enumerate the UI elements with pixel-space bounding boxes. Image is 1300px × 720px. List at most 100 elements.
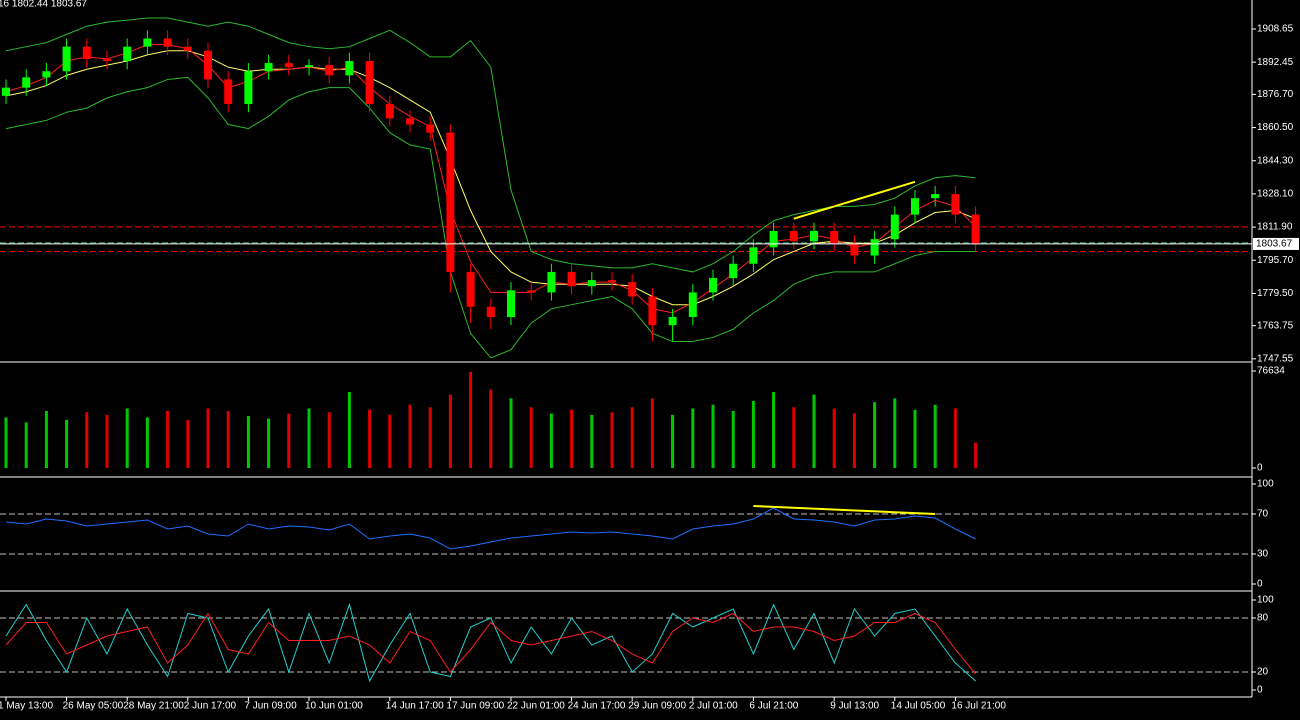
candle-body [426, 124, 435, 133]
y-tick-label: 1860.50 [1257, 122, 1294, 133]
y-tick-label: 1763.75 [1257, 320, 1294, 331]
candle-body [648, 296, 657, 326]
volume-bar [953, 408, 957, 468]
volume-bar [731, 411, 735, 468]
volume-bar [347, 392, 351, 468]
x-tick-label: 14 Jun 17:00 [386, 701, 444, 712]
y-tick-label: 76634 [1257, 366, 1285, 377]
volume-bar [408, 404, 412, 468]
volume-bar [388, 414, 392, 468]
x-tick-label: 28 May 21:00 [123, 701, 184, 712]
volume-bar [630, 407, 634, 468]
trendline [753, 505, 936, 515]
volume-bar [24, 422, 28, 468]
volume-bar [489, 389, 493, 468]
candle-body [42, 71, 51, 78]
candle-body [163, 38, 172, 47]
candle-body [2, 87, 10, 96]
candle-body [971, 214, 980, 244]
y-tick-label: 1892.45 [1257, 57, 1294, 68]
candle-body [224, 79, 233, 105]
volume-bar [469, 371, 473, 468]
candle-body [587, 280, 596, 287]
volume-bar [549, 413, 553, 468]
candle-body [22, 77, 31, 88]
volume-bar [691, 408, 695, 468]
volume-bar [529, 407, 533, 468]
volume-bar [166, 411, 170, 468]
y-tick-label: 0 [1257, 463, 1263, 474]
candle-body [385, 104, 394, 119]
candle-body [446, 132, 455, 272]
x-tick-label: 17 Jun 09:00 [446, 701, 504, 712]
volume-bar [933, 404, 937, 468]
volume-bar [307, 408, 311, 468]
y-tick-label: 80 [1257, 613, 1269, 624]
current-price-box [1253, 237, 1299, 250]
x-tick-label: 2 Jul 01:00 [689, 701, 738, 712]
volume-bar [974, 442, 978, 468]
volume-bar [832, 408, 836, 468]
x-tick-label: 29 Jun 09:00 [628, 701, 686, 712]
volume-bar [852, 413, 856, 468]
y-tick-label: 1795.70 [1257, 255, 1294, 266]
candle-body [527, 290, 536, 293]
trendline [793, 180, 916, 220]
volume-bar [105, 414, 109, 468]
x-tick-label: 10 Jun 01:00 [305, 701, 363, 712]
volume-bar [448, 394, 452, 468]
candle-body [547, 271, 556, 293]
volume-bar [913, 409, 917, 468]
candle-body [466, 271, 475, 307]
candle-body [769, 230, 778, 248]
candle-body [284, 63, 293, 68]
symbol-header: 16 1802.44 1803.67 [0, 0, 87, 10]
volume-bar [267, 418, 271, 468]
volume-bar [792, 407, 796, 468]
candle-body [628, 282, 637, 297]
candle-body [82, 46, 91, 59]
oscillator-line [5, 602, 976, 683]
volume-bar [4, 417, 8, 468]
candle-body [325, 65, 334, 76]
oscillator-line [5, 507, 976, 550]
volume-bar [570, 409, 574, 468]
y-tick-label: 20 [1257, 667, 1269, 678]
x-tick-label: 1 May 13:00 [0, 701, 53, 712]
candle-body [789, 230, 798, 242]
candle-body [345, 61, 354, 76]
y-tick-label: 1779.50 [1257, 288, 1294, 299]
y-tick-label: 30 [1257, 549, 1269, 560]
candle-body [911, 198, 919, 215]
y-tick-label: 1811.90 [1257, 222, 1293, 233]
volume-bar [287, 413, 291, 468]
indicator-line [5, 76, 976, 359]
candle-body [62, 46, 71, 72]
volume-bar [65, 419, 69, 468]
candle-body [688, 292, 697, 317]
y-tick-label: 100 [1257, 479, 1274, 490]
y-tick-label: 1844.30 [1257, 155, 1294, 166]
volume-bar [751, 400, 755, 468]
candle-body [830, 230, 839, 244]
y-tick-label: 1828.10 [1257, 189, 1294, 200]
x-tick-label: 22 Jun 01:00 [507, 701, 565, 712]
volume-bar [145, 417, 149, 468]
y-tick-label: 1908.65 [1257, 24, 1294, 35]
candle-body [305, 65, 313, 68]
candle-body [668, 316, 677, 326]
y-tick-label: 0 [1257, 685, 1263, 696]
y-tick-label: 70 [1257, 509, 1269, 520]
oscillator-line [5, 612, 976, 675]
candle-body [608, 280, 616, 283]
candle-body [729, 263, 738, 279]
candle-body [709, 278, 717, 293]
candle-body [507, 290, 515, 317]
volume-bar [368, 409, 372, 468]
volume-bar [226, 411, 230, 468]
x-tick-label: 16 Jul 21:00 [951, 701, 1006, 712]
candle-body [123, 46, 132, 62]
x-tick-label: 7 Jun 09:00 [244, 701, 297, 712]
indicator-line [5, 17, 976, 273]
